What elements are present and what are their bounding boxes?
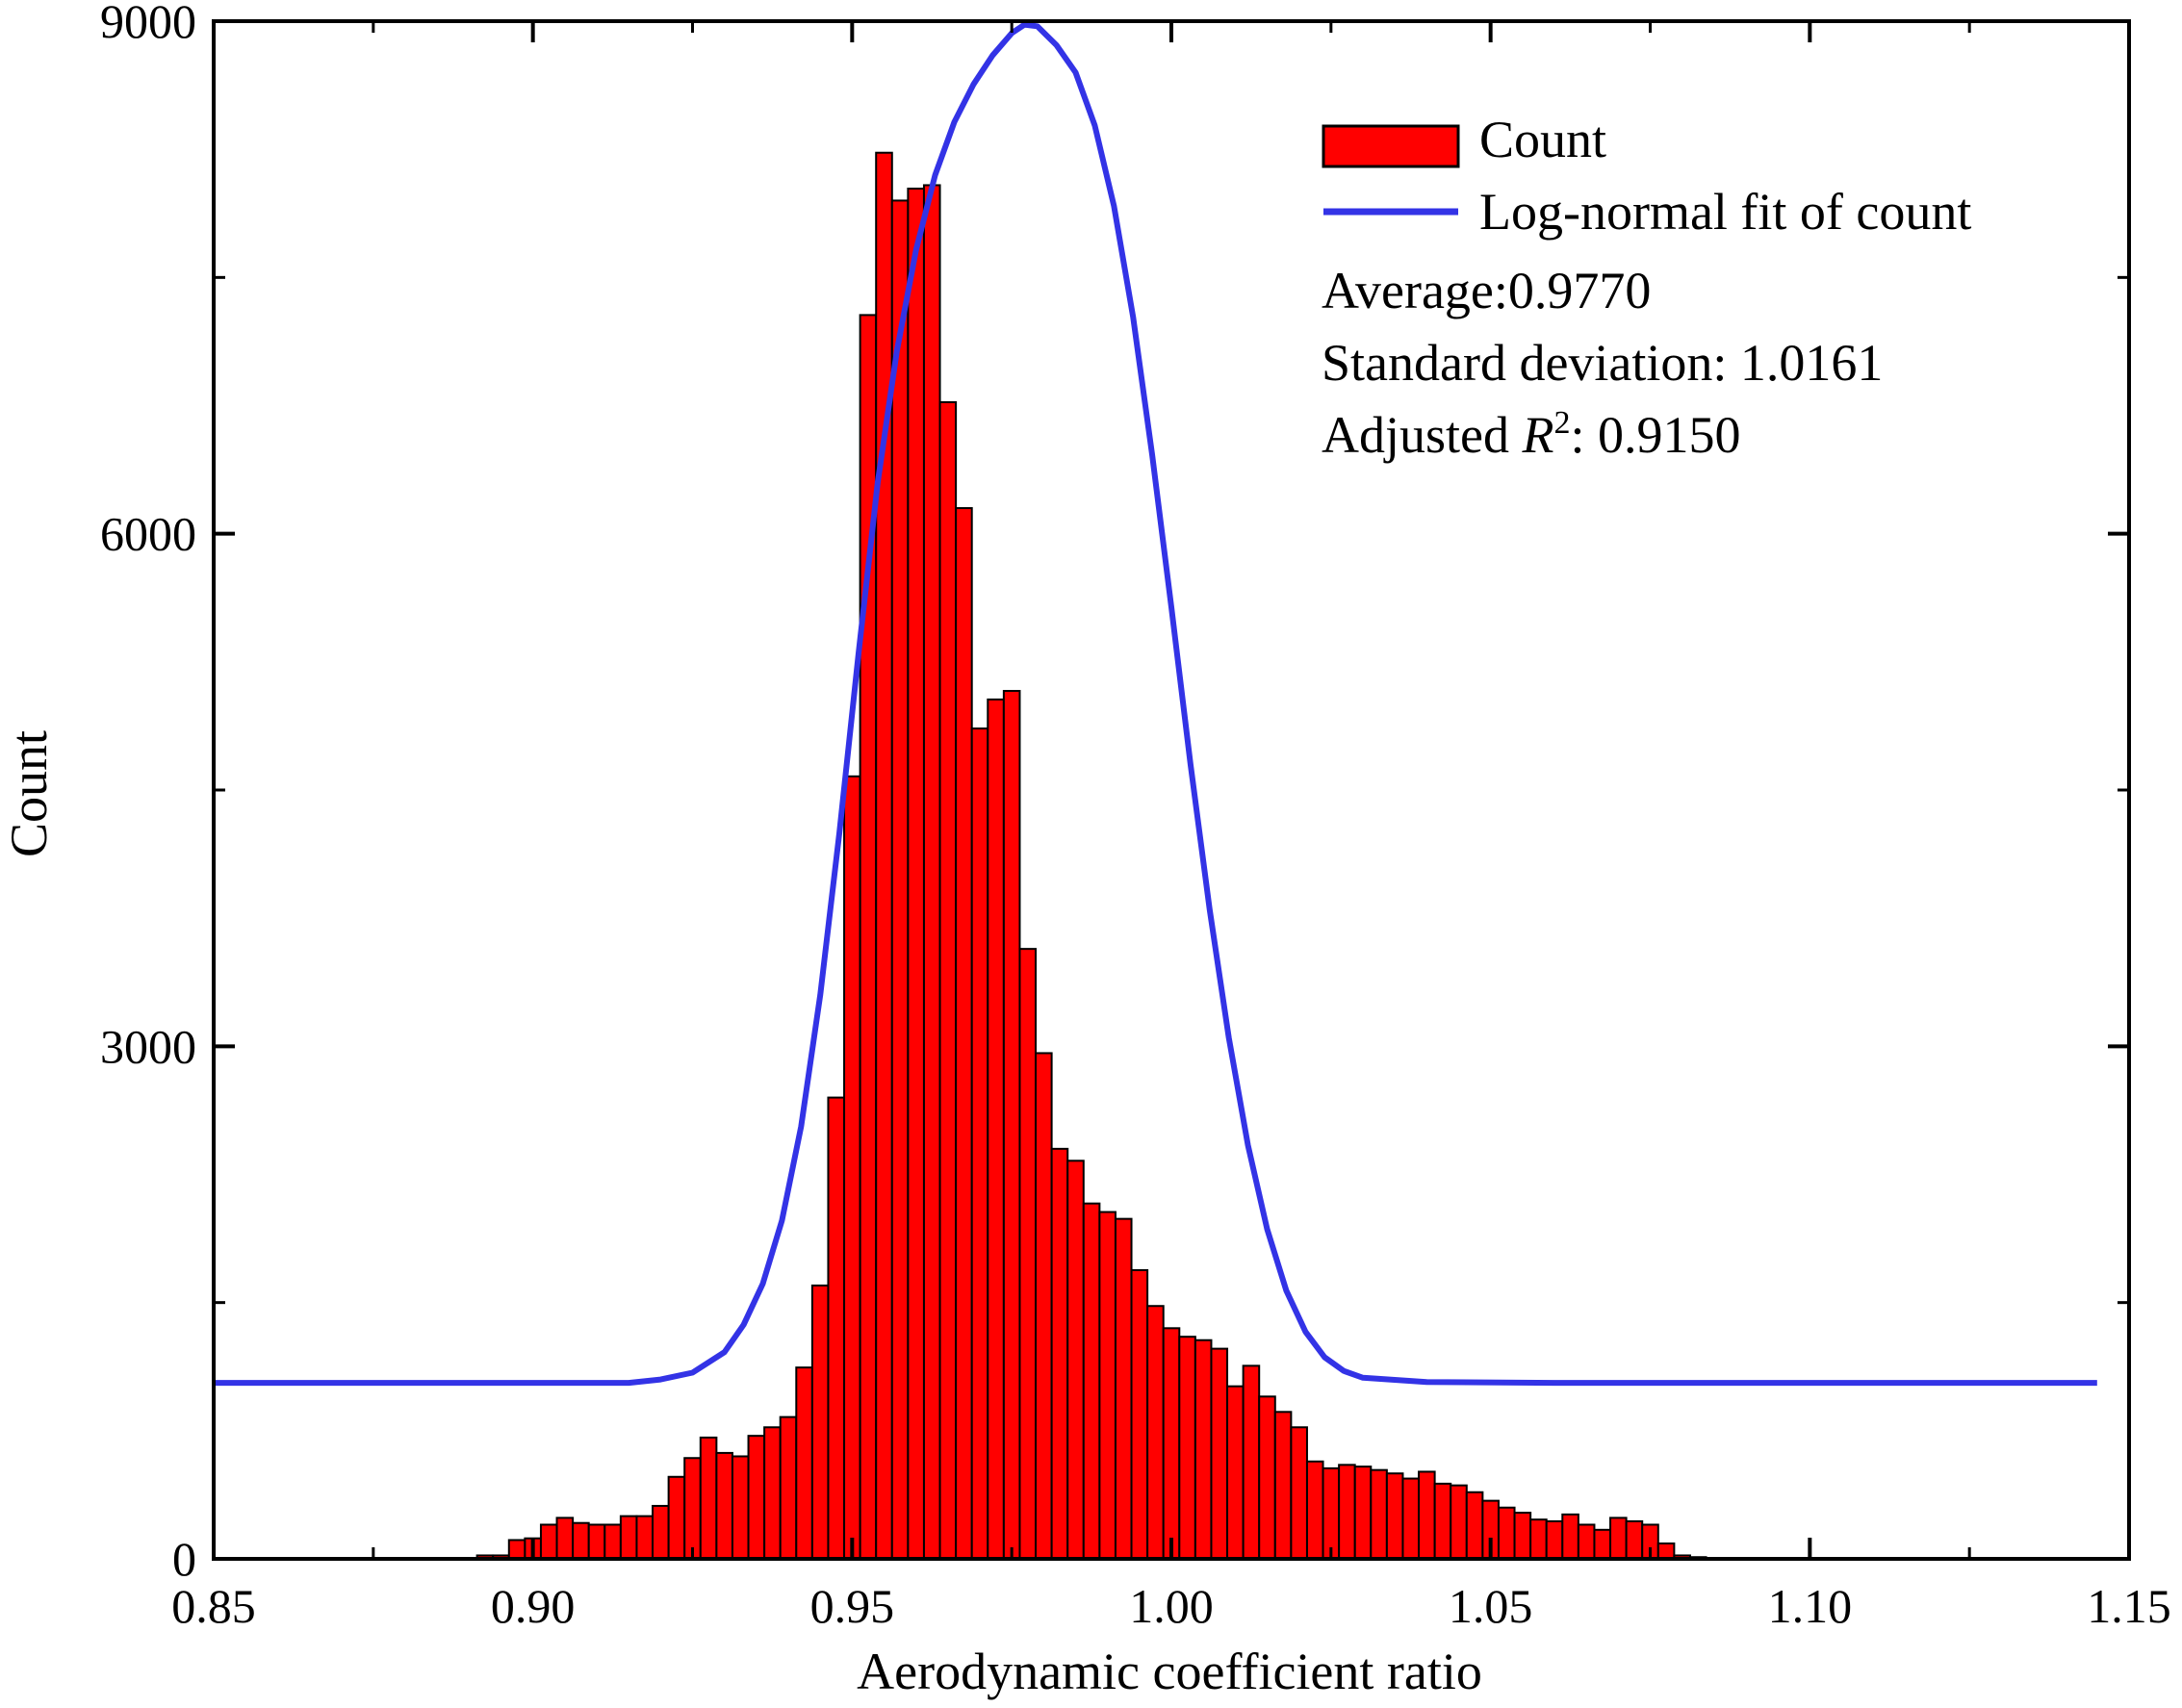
- histogram-bar: [1450, 1484, 1468, 1561]
- histogram-bar: [715, 1451, 733, 1561]
- fit-line-group: [214, 21, 2097, 1387]
- y-tick-label: 6000: [100, 507, 196, 561]
- histogram-bar: [731, 1455, 750, 1560]
- histogram-bar: [1433, 1482, 1452, 1561]
- histogram-bar: [1656, 1542, 1676, 1561]
- histogram-bar: [1609, 1517, 1628, 1561]
- r2-value: : 0.9150: [1571, 406, 1741, 464]
- annotation-std: Standard deviation: 1.0161: [1322, 334, 1883, 392]
- histogram-bar: [1098, 1211, 1117, 1561]
- histogram-bar: [652, 1504, 670, 1560]
- histogram-bar: [795, 1366, 813, 1561]
- histogram-bar: [1625, 1519, 1644, 1560]
- histogram-bar: [683, 1457, 702, 1560]
- histogram-bar: [1082, 1202, 1101, 1561]
- tick-labels: 0.85 0.90 0.95 1.00 1.05 1.10 1.15 0 3000 6000 900…: [100, 0, 2171, 1633]
- x-tick-label: 1.15: [2087, 1579, 2171, 1633]
- r2-power: 2: [1554, 405, 1571, 441]
- histogram-bar: [827, 1096, 846, 1560]
- x-tick-label: 0.85: [171, 1579, 256, 1633]
- histogram-bar: [907, 188, 925, 1560]
- histogram-bar: [1418, 1470, 1436, 1560]
- histogram-bar: [1305, 1460, 1324, 1561]
- x-tick-label: 1.05: [1449, 1579, 1533, 1633]
- ticks: [212, 19, 2131, 1561]
- histogram-bar: [1577, 1523, 1596, 1560]
- histogram-bar: [1385, 1472, 1404, 1560]
- histogram-bar: [938, 400, 958, 1561]
- histogram-bar: [987, 698, 1005, 1560]
- histogram-bar: [1593, 1528, 1612, 1560]
- histogram-bar: [603, 1523, 622, 1560]
- histogram-bar: [843, 775, 861, 1560]
- histogram-bar: [1194, 1338, 1213, 1560]
- histogram-bar: [747, 1435, 766, 1561]
- annotation-average: Average:0.9770: [1322, 262, 1651, 319]
- histogram-bar: [699, 1436, 718, 1560]
- x-tick-label: 1.00: [1129, 1579, 1214, 1633]
- histogram-bar: [539, 1523, 558, 1560]
- histogram-bar: [1401, 1477, 1421, 1561]
- histogram-bar: [572, 1521, 590, 1560]
- histogram-bar: [1035, 1052, 1053, 1560]
- histogram-bar: [1370, 1468, 1388, 1561]
- histogram-bar: [922, 184, 941, 1561]
- x-tick-label: 0.90: [491, 1579, 576, 1633]
- x-tick-label: 0.95: [810, 1579, 895, 1633]
- histogram-bar: [1002, 690, 1021, 1560]
- histogram-bar: [1353, 1466, 1373, 1560]
- histogram-bar: [1273, 1411, 1293, 1561]
- y-tick-label: 9000: [100, 0, 196, 48]
- histogram-bar: [1146, 1305, 1165, 1560]
- histogram-bar: [810, 1284, 830, 1561]
- histogram-bar: [1465, 1491, 1484, 1560]
- histogram-bar: [1338, 1464, 1356, 1560]
- histogram-bar: [635, 1515, 655, 1560]
- histogram-bar: [1066, 1160, 1085, 1561]
- histogram-bar: [555, 1517, 575, 1561]
- histogram-bar: [890, 199, 910, 1560]
- histogram-bar: [763, 1426, 782, 1561]
- histogram-bar: [1242, 1364, 1261, 1560]
- fit-line: [214, 21, 2097, 1387]
- y-axis-title: Count: [0, 730, 58, 857]
- histogram-bar: [1210, 1347, 1229, 1560]
- histogram-bar: [1018, 948, 1038, 1560]
- y-tick-label: 3000: [100, 1019, 196, 1073]
- histogram-bar: [1178, 1336, 1196, 1561]
- histogram-bar: [1561, 1513, 1579, 1560]
- r2-symbol: R: [1522, 406, 1554, 464]
- legend-count-label: Count: [1479, 111, 1606, 168]
- histogram-bar: [507, 1539, 526, 1560]
- histogram-bar: [1322, 1466, 1341, 1561]
- histogram-bars: [475, 151, 1707, 1561]
- histogram-bar: [667, 1475, 686, 1561]
- histogram-bar: [955, 507, 973, 1560]
- histogram-bar: [1114, 1217, 1133, 1561]
- histogram-bar: [587, 1523, 606, 1560]
- histogram-bar: [1513, 1512, 1532, 1561]
- legend: Count Log-normal fit of count Average:0.…: [1322, 111, 1971, 464]
- histogram-bar: [1529, 1518, 1548, 1561]
- annotation-adjusted-r2: Adjusted R2: 0.9150: [1322, 405, 1741, 464]
- histogram-bar: [1290, 1426, 1308, 1561]
- r2-prefix: Adjusted: [1322, 406, 1523, 464]
- histogram-bar: [1050, 1147, 1069, 1560]
- histogram-bar: [1258, 1395, 1276, 1560]
- x-axis-title: Aerodynamic coefficient ratio: [857, 1643, 1482, 1700]
- histogram-bar: [970, 727, 989, 1560]
- y-tick-label: 0: [172, 1532, 196, 1586]
- histogram-bar: [1497, 1506, 1516, 1560]
- histogram-bar: [1162, 1327, 1181, 1561]
- histogram-bar: [1130, 1268, 1149, 1561]
- histogram-bar: [619, 1515, 638, 1560]
- legend-fit-label: Log-normal fit of count: [1479, 183, 1971, 241]
- histogram-bar: [779, 1415, 798, 1560]
- legend-count-swatch: [1322, 124, 1460, 168]
- histogram-bar: [1226, 1385, 1245, 1561]
- histogram-bar: [1545, 1519, 1564, 1560]
- x-tick-label: 1.10: [1768, 1579, 1853, 1633]
- histogram-bar: [875, 151, 893, 1561]
